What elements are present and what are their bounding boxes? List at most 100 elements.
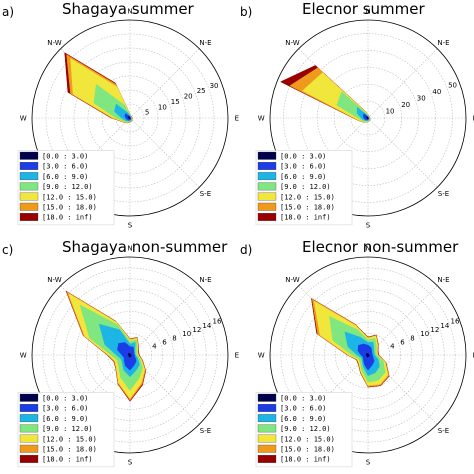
- direction-label-s: S: [366, 458, 371, 466]
- direction-label-e: E: [235, 115, 239, 123]
- direction-label-s-e: S-E: [438, 427, 449, 435]
- radial-tick-label: 50: [448, 82, 457, 90]
- radial-tick-label: 14: [440, 322, 449, 330]
- legend-entry: [0.0 : 3.0): [42, 395, 88, 403]
- legend-swatch: [257, 151, 277, 160]
- legend-swatch: [19, 151, 39, 160]
- radial-tick-label: 4: [390, 343, 395, 351]
- direction-label-e: E: [235, 352, 239, 360]
- radial-tick-label: 10: [386, 108, 395, 116]
- direction-label-w: W: [258, 352, 265, 360]
- legend-swatch: [19, 192, 39, 201]
- legend-entry: [12.0 : 15.0): [42, 435, 97, 443]
- grid-circle: [335, 322, 401, 388]
- legend-swatch: [19, 213, 39, 221]
- grid-spoke: [129, 48, 200, 119]
- direction-label-s-e: S-E: [200, 427, 211, 435]
- legend-entry: [9.0 : 12.0): [280, 183, 331, 191]
- direction-label-s-e: S-E: [438, 190, 449, 198]
- legend-entry: [6.0 : 9.0): [280, 415, 326, 423]
- legend-entry: [15.0 : 18.0): [280, 204, 335, 212]
- legend-entry: [18.0 : inf): [280, 456, 331, 464]
- grid-circle: [350, 100, 386, 136]
- radial-tick-label: 12: [192, 326, 201, 334]
- grid-spoke: [129, 285, 200, 356]
- grid-spoke: [367, 285, 438, 356]
- radial-tick-label: 20: [401, 101, 410, 109]
- legend-entry: [3.0 : 6.0): [42, 163, 88, 171]
- speed-legend: [0.0 : 3.0) [3.0 : 6.0) [6.0 : 9.0) [9.0 : …: [17, 150, 115, 226]
- radial-tick-label: 6: [162, 339, 167, 347]
- direction-label-w: W: [20, 115, 27, 123]
- panel-label: c): [2, 243, 13, 257]
- speed-bin-area-2: [117, 342, 137, 371]
- legend-entry: [3.0 : 6.0): [280, 405, 326, 413]
- radial-tick-label: 8: [172, 334, 176, 342]
- speed-legend: [0.0 : 3.0) [3.0 : 6.0) [6.0 : 9.0) [9.0 : …: [255, 150, 353, 226]
- legend-swatch: [19, 424, 39, 433]
- legend-entry: [18.0 : inf): [42, 456, 93, 464]
- panel-label: d): [240, 243, 252, 257]
- polar-frame: [269, 19, 467, 217]
- direction-label-w: W: [20, 352, 27, 360]
- grid-circle: [317, 67, 419, 169]
- panel-title: Elecnor summer: [302, 0, 426, 18]
- legend-entry: [3.0 : 6.0): [280, 163, 326, 171]
- radial-tick-label: 12: [430, 326, 439, 334]
- speed-bin-area-2: [357, 343, 375, 371]
- direction-label-n: N: [365, 245, 370, 253]
- legend-entry: [12.0 : 15.0): [42, 193, 97, 201]
- grid-spoke: [367, 48, 438, 119]
- speed-legend: [0.0 : 3.0) [3.0 : 6.0) [6.0 : 9.0) [9.0 : …: [255, 392, 353, 468]
- speed-bin-area-1: [365, 353, 370, 358]
- direction-label-s: S: [366, 221, 371, 229]
- legend-swatch: [19, 404, 39, 412]
- direction-label-n-w: N-W: [47, 39, 61, 47]
- direction-label-n-w: N-W: [285, 39, 299, 47]
- panel-label: a): [2, 5, 14, 19]
- legend-entry: [0.0 : 3.0): [280, 395, 326, 403]
- radial-tick-label: 5: [145, 109, 149, 117]
- legend-swatch: [257, 213, 277, 221]
- legend-swatch: [19, 172, 39, 181]
- direction-label-s: S: [128, 458, 133, 466]
- legend-swatch: [257, 162, 277, 170]
- radial-tick-label: 20: [184, 93, 193, 101]
- panel-label: b): [240, 5, 252, 19]
- legend-swatch: [257, 434, 277, 443]
- direction-label-n: N: [127, 245, 132, 253]
- legend-entry: [15.0 : 18.0): [42, 446, 97, 454]
- radial-tick-label: 4: [152, 343, 157, 351]
- legend-entry: [15.0 : 18.0): [42, 204, 97, 212]
- legend-swatch: [19, 393, 39, 402]
- legend-swatch: [19, 202, 39, 211]
- legend-entry: [15.0 : 18.0): [280, 446, 335, 454]
- direction-label-s: S: [128, 221, 133, 229]
- radial-tick-label: 30: [417, 95, 426, 103]
- direction-label-n-e: N-E: [199, 276, 211, 284]
- panel-title: Shagaya non-summer: [62, 238, 228, 256]
- direction-label-e: E: [473, 115, 474, 123]
- legend-entry: [12.0 : 15.0): [280, 193, 335, 201]
- radial-tick-label: 25: [197, 87, 206, 95]
- legend-swatch: [257, 172, 277, 181]
- direction-label-n-e: N-E: [437, 276, 449, 284]
- legend-entry: [6.0 : 9.0): [280, 173, 326, 181]
- legend-entry: [9.0 : 12.0): [42, 183, 93, 191]
- grid-circle: [115, 103, 145, 133]
- direction-label-n-w: N-W: [47, 276, 61, 284]
- radial-tick-label: 6: [400, 339, 405, 347]
- legend-swatch: [257, 424, 277, 433]
- polar-frame: [269, 256, 467, 454]
- radial-tick-label: 16: [451, 318, 460, 326]
- legend-entry: [9.0 : 12.0): [42, 425, 93, 433]
- legend-swatch: [257, 202, 277, 211]
- legend-entry: [6.0 : 9.0): [42, 173, 88, 181]
- legend-entry: [0.0 : 3.0): [42, 153, 88, 161]
- direction-label-n: N: [127, 8, 132, 16]
- legend-entry: [18.0 : inf): [280, 214, 331, 222]
